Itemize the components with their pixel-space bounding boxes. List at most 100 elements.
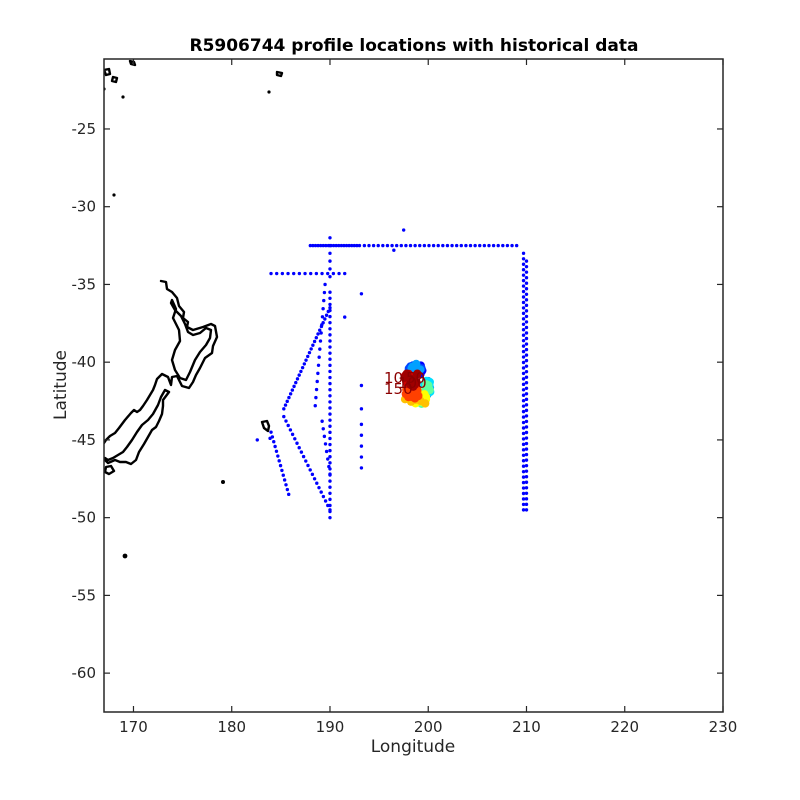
historical-point xyxy=(328,369,332,374)
historical-point xyxy=(304,358,308,362)
historical-point xyxy=(521,448,526,452)
historical-point xyxy=(524,475,529,479)
historical-point xyxy=(328,508,332,512)
historical-point xyxy=(276,454,280,458)
historical-point xyxy=(524,419,529,424)
historical-point xyxy=(297,445,301,450)
historical-point xyxy=(441,243,445,248)
historical-point xyxy=(308,468,312,472)
historical-point xyxy=(450,243,454,248)
historical-point xyxy=(301,454,306,459)
historical-point xyxy=(524,298,529,302)
historical-point xyxy=(521,278,526,283)
historical-point xyxy=(521,459,526,463)
historical-point xyxy=(326,457,330,461)
profile-label: 100 xyxy=(398,374,427,392)
historical-point xyxy=(275,271,279,276)
historical-point xyxy=(521,382,526,387)
historical-point xyxy=(316,243,320,248)
historical-point xyxy=(524,364,529,368)
x-axis-label: Longitude xyxy=(371,737,456,757)
historical-point xyxy=(394,243,399,248)
profile-point xyxy=(422,380,431,389)
historical-point xyxy=(307,350,312,355)
historical-point xyxy=(524,347,529,352)
historical-point xyxy=(521,469,526,474)
historical-point xyxy=(324,243,328,248)
historical-point xyxy=(295,377,300,381)
historical-point xyxy=(371,243,376,248)
historical-point xyxy=(328,267,332,271)
historical-point xyxy=(328,515,332,520)
historical-point xyxy=(521,257,526,261)
historical-point xyxy=(328,259,332,263)
historical-point xyxy=(334,243,338,248)
historical-point xyxy=(459,243,463,248)
historical-point xyxy=(524,375,529,379)
north-island-coastline xyxy=(104,279,219,445)
historical-point xyxy=(314,271,319,276)
historical-point xyxy=(328,436,332,441)
historical-point xyxy=(328,381,332,386)
profile-point xyxy=(420,399,430,408)
historical-point xyxy=(280,271,285,276)
historical-point xyxy=(328,472,332,476)
historical-point xyxy=(404,243,408,248)
historical-point xyxy=(323,282,327,287)
historical-point xyxy=(436,243,440,248)
historical-point xyxy=(294,380,298,385)
historical-point xyxy=(314,336,319,340)
historical-point xyxy=(524,414,529,418)
historical-point xyxy=(521,393,526,397)
historical-point xyxy=(328,491,332,495)
historical-point xyxy=(521,371,526,376)
historical-point xyxy=(317,355,321,359)
historical-point xyxy=(491,243,496,248)
historical-point xyxy=(501,243,505,248)
historical-point xyxy=(521,268,526,272)
historical-point xyxy=(328,448,332,453)
historical-point xyxy=(280,468,284,473)
historical-point xyxy=(312,477,317,481)
historical-point xyxy=(521,344,526,348)
historical-point xyxy=(524,436,529,440)
profile-point xyxy=(410,392,419,401)
historical-point xyxy=(295,441,299,445)
historical-point xyxy=(316,371,320,376)
historical-point xyxy=(524,502,529,507)
historical-point xyxy=(337,243,341,248)
historical-point xyxy=(468,243,473,248)
historical-point xyxy=(352,243,356,248)
historical-point xyxy=(524,353,529,357)
historical-point xyxy=(524,358,529,363)
historical-point xyxy=(328,430,332,435)
historical-point xyxy=(505,243,510,248)
historical-point xyxy=(320,419,324,423)
y-tick-label: -25 xyxy=(72,120,97,138)
south-island-coastline xyxy=(104,388,171,466)
historical-point xyxy=(337,271,341,276)
historical-point xyxy=(299,450,304,454)
historical-point xyxy=(297,271,302,276)
y-tick-label: -40 xyxy=(72,353,97,371)
historical-point xyxy=(322,290,327,295)
historical-point xyxy=(282,478,287,482)
y-tick-label: -50 xyxy=(72,509,97,527)
historical-point xyxy=(328,424,332,428)
historical-point xyxy=(399,243,403,248)
historical-point xyxy=(524,408,529,413)
historical-point xyxy=(359,444,364,448)
historical-point xyxy=(482,243,487,248)
historical-point xyxy=(343,271,347,276)
historical-point xyxy=(285,399,289,404)
historical-point xyxy=(521,415,526,419)
historical-point xyxy=(445,243,450,248)
historical-point xyxy=(350,243,354,248)
historical-point xyxy=(401,228,406,232)
historical-point xyxy=(521,366,526,370)
profile-label: 10 xyxy=(384,369,403,387)
historical-point xyxy=(287,492,291,497)
historical-point xyxy=(521,289,526,294)
profile-point xyxy=(407,380,417,389)
historical-point xyxy=(314,387,319,392)
